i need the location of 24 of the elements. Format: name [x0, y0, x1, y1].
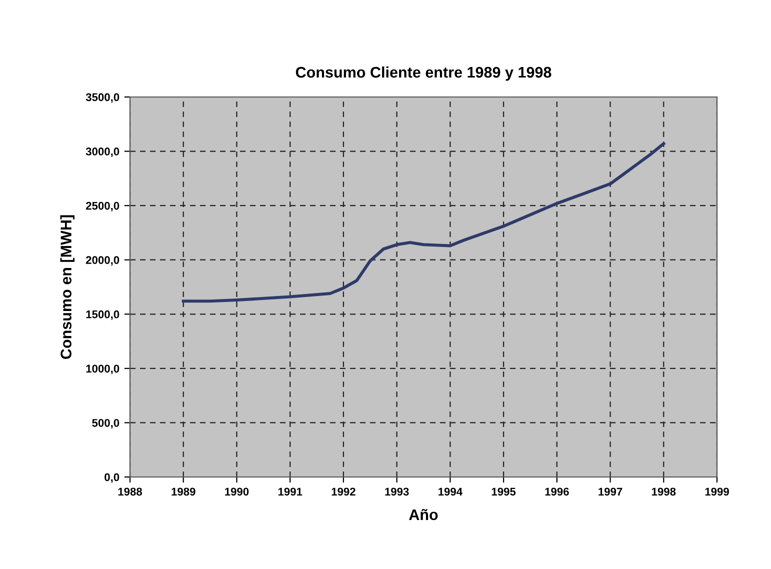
y-tick-label: 1500,0 [86, 310, 120, 320]
y-tick-label: 2500,0 [86, 202, 120, 212]
y-tick-label: 3500,0 [86, 93, 120, 103]
x-tick-label: 1991 [278, 488, 302, 496]
x-tick-label: 1995 [492, 488, 516, 496]
x-tick-label: 1988 [118, 488, 142, 496]
y-tick-label: 1000,0 [86, 364, 120, 374]
y-tick-label: 500,0 [92, 418, 120, 428]
x-tick-label: 1993 [385, 488, 409, 496]
x-tick-label: 1999 [705, 488, 729, 496]
x-tick-label: 1992 [332, 488, 356, 496]
x-tick-label: 1998 [652, 488, 676, 496]
y-tick-label: 3000,0 [86, 148, 120, 158]
y-tick-label: 0,0 [104, 473, 120, 483]
chart-title: Consumo Cliente entre 1989 y 1998 [296, 66, 552, 81]
x-tick-label: 1997 [598, 488, 622, 496]
y-tick-label: 2000,0 [86, 256, 120, 266]
line-series [182, 142, 666, 303]
x-tick-label: 1989 [172, 488, 196, 496]
x-tick-label: 1990 [225, 488, 249, 496]
y-axis-title: Consumo en [MWH] [60, 215, 74, 359]
x-tick-label: 1994 [438, 488, 462, 496]
x-axis-title: Año [409, 508, 438, 520]
x-tick-label: 1996 [545, 488, 569, 496]
